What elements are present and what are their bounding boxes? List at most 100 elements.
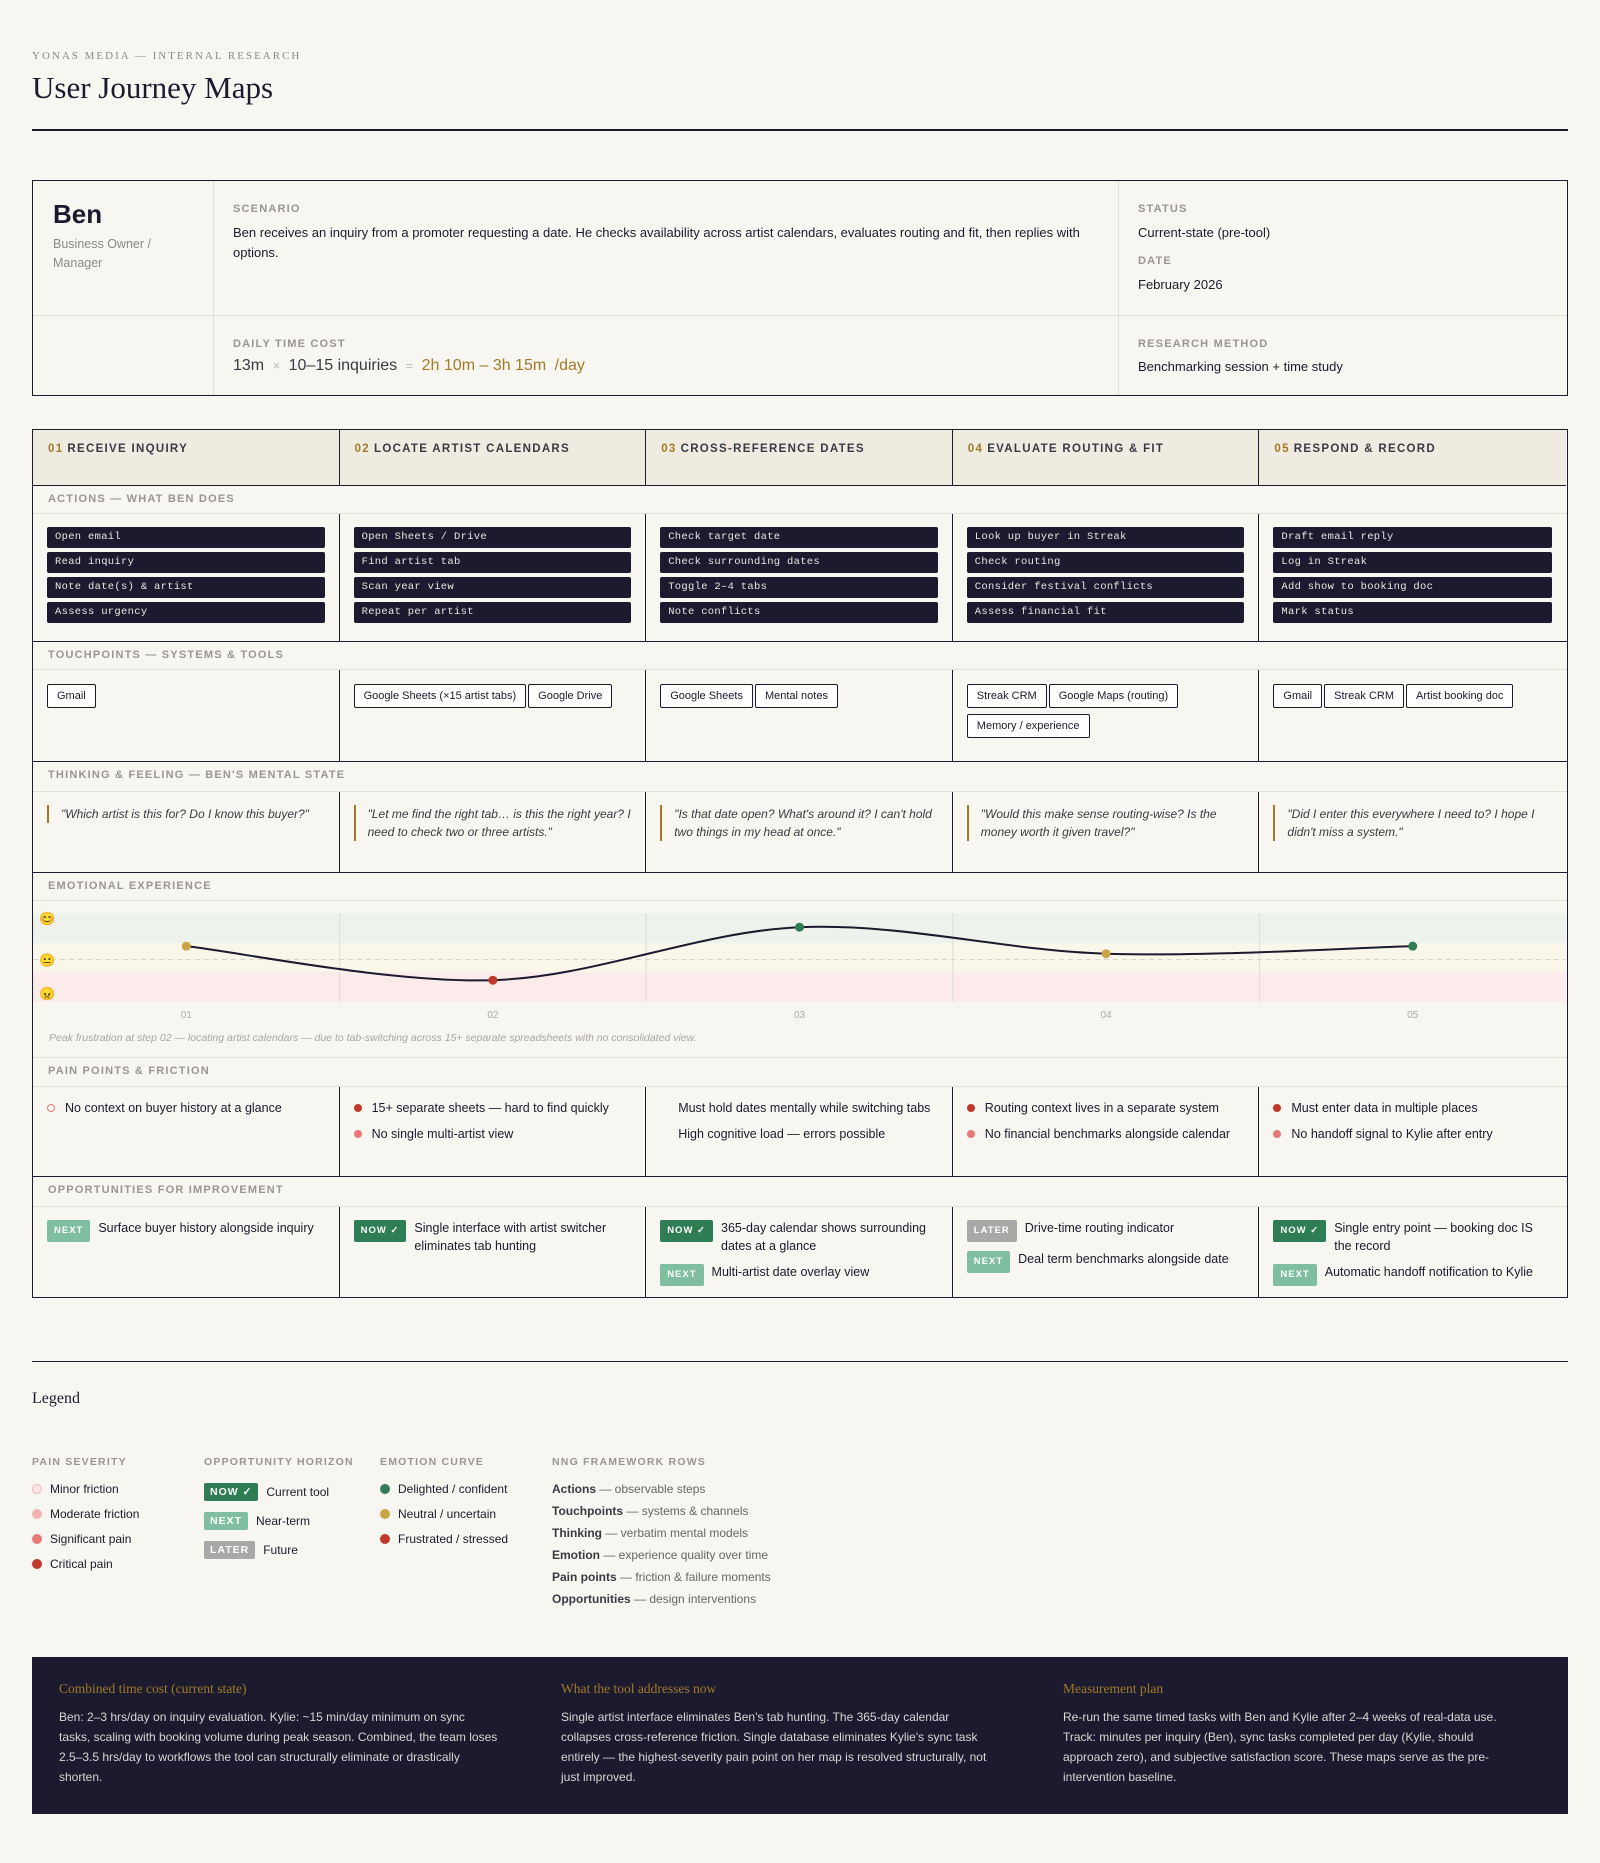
emotion-tick-label: 02 [487, 1010, 499, 1021]
pain-cell: No context on buyer history at a glance [33, 1087, 340, 1176]
legend-label: Significant pain [50, 1532, 132, 1546]
horizon-badge-now: NOW ✓ [353, 1220, 407, 1242]
touchpoint-tag: Google Maps (routing) [1048, 684, 1179, 708]
action-chip: Mark status [1273, 602, 1552, 623]
footer-column: What the tool addresses now Single artist… [561, 1681, 1001, 1787]
inquiry-count: 10–15 inquiries [288, 357, 398, 374]
pain-point: Routing context lives in a separate syst… [966, 1099, 1245, 1117]
pain-text: High cognitive load — errors possible [678, 1127, 886, 1141]
touchpoint-tag: Google Sheets [660, 684, 753, 708]
method-label: RESEARCH METHOD [1138, 338, 1269, 350]
legend-item: Pain points — friction & failure moments [552, 1570, 771, 1584]
action-chip: Open email [47, 527, 325, 548]
opportunity-text: Deal term benchmarks alongside date [1018, 1252, 1229, 1266]
emotion-point-04 [1101, 949, 1111, 959]
framework-term: Actions [552, 1482, 597, 1496]
action-chip: Scan year view [353, 577, 632, 598]
cost-unit: /day [554, 357, 585, 374]
pain-point: 15+ separate sheets — hard to find quick… [353, 1099, 632, 1117]
action-chip: Assess financial fit [966, 602, 1245, 623]
pain-point: No single multi-artist view [353, 1125, 632, 1143]
emotion-chart: 😊 😐 😠 01 02 03 04 05 Peak frustration at step 0… [33, 901, 1567, 1058]
opportunity: NOW ✓ Single entry point — booking doc IS… [1273, 1219, 1552, 1255]
legend-heading: NNG FRAMEWORK ROWS [552, 1456, 707, 1468]
touchpoints-section-label: TOUCHPOINTS — SYSTEMS & TOOLS [33, 642, 1567, 670]
footer-column: Measurement plan Re-run the same timed ta… [1063, 1681, 1503, 1787]
touchpoint-tag: Google Sheets (×15 artist tabs) [353, 684, 527, 708]
legend-label: Moderate friction [50, 1507, 140, 1521]
horizon-badge-next: NEXT [204, 1512, 249, 1530]
legend-item: Actions — observable steps [552, 1482, 771, 1496]
action-chip: Assess urgency [47, 602, 325, 623]
emotion-tick-label: 05 [1407, 1010, 1419, 1021]
touchpoint-tag: Streak CRM [966, 684, 1047, 708]
angry-face-icon: 😠 [39, 986, 55, 1001]
legend-label: Critical pain [50, 1557, 113, 1571]
opportunity-text: Surface buyer history alongside inquiry [98, 1221, 314, 1235]
opps-section-label: OPPORTUNITIES FOR IMPROVEMENT [33, 1177, 1567, 1207]
action-chip: Check routing [966, 552, 1245, 573]
legend-label: Near-term [256, 1513, 311, 1528]
step-title: RECEIVE INQUIRY [67, 443, 189, 455]
legend-item: Significant pain [32, 1532, 139, 1546]
action-chip: Check surrounding dates [660, 552, 938, 573]
emotion-point-01 [181, 941, 191, 951]
legend-item: Emotion — experience quality over time [552, 1548, 771, 1562]
framework-term: Touchpoints [552, 1504, 624, 1518]
pain-text: No handoff signal to Kylie after entry [1291, 1127, 1493, 1141]
summary-footer: Combined time cost (current state) Ben: 2… [32, 1657, 1568, 1814]
legend-label: Delighted / confident [398, 1482, 508, 1496]
actions-section-label: ACTIONS — WHAT BEN DOES [33, 486, 1567, 514]
cost-total: 2h 10m – 3h 15m [421, 357, 547, 374]
opps-cell: LATER Drive-time routing indicator NEXT Dea… [953, 1207, 1260, 1297]
touchpoint-tag: Gmail [1273, 684, 1323, 708]
pain-text: No context on buyer history at a glance [65, 1101, 282, 1115]
legend-item: Thinking — verbatim mental models [552, 1526, 771, 1540]
touchpoints-cell: Google Sheets (×15 artist tabs) Google Dr… [340, 670, 647, 761]
action-chip: Find artist tab [353, 552, 632, 573]
thinking-cell: "Would this make sense routing-wise? Is … [953, 792, 1260, 872]
opportunity: NEXT Automatic handoff notification to Ky… [1273, 1263, 1552, 1286]
critical-pain-dot-icon [1273, 1104, 1282, 1112]
thinking-quote: "Did I enter this everywhere I need to? … [1273, 805, 1552, 841]
legend-heading: PAIN SEVERITY [32, 1456, 127, 1468]
step-number: 04 [967, 443, 984, 455]
opportunity: NEXT Deal term benchmarks alongside date [966, 1250, 1245, 1273]
step-header-03: 03 CROSS-REFERENCE DATES [646, 430, 953, 486]
legend-item: Opportunities — design interventions [552, 1592, 771, 1606]
thinking-quote: "Let me find the right tab… is this the … [353, 805, 632, 841]
horizon-badge-next: NEXT [47, 1220, 91, 1242]
emotion-tick-label: 01 [181, 1010, 193, 1021]
frustrated-band [33, 972, 1566, 1002]
legend-item: Critical pain [32, 1557, 139, 1571]
pain-text: 15+ separate sheets — hard to find quick… [371, 1101, 609, 1115]
footer-title: Measurement plan [1063, 1681, 1164, 1696]
framework-term: Opportunities [552, 1592, 631, 1606]
action-chip: Log in Streak [1273, 552, 1552, 573]
framework-desc: — verbatim mental models [602, 1526, 749, 1540]
actions-cell: Look up buyer in Streak Check routing Cons… [953, 514, 1260, 641]
legend-item: Moderate friction [32, 1507, 139, 1521]
actions-cell: Check target date Check surrounding dates… [646, 514, 953, 641]
opportunity: NOW ✓ Single interface with artist switch… [353, 1219, 632, 1255]
pain-text: Routing context lives in a separate syst… [984, 1101, 1219, 1115]
pain-cell: Must enter data in multiple places No han… [1259, 1087, 1566, 1176]
thinking-cell: "Is that date open? What's around it? I … [646, 792, 953, 872]
actions-cell: Open email Read inquiry Note date(s) & art… [33, 514, 340, 641]
framework-term: Emotion [552, 1548, 600, 1562]
footer-column: Combined time cost (current state) Ben: 2… [59, 1681, 499, 1787]
emotion-curve-svg: 😊 😐 😠 01 02 03 04 05 [33, 911, 1566, 1021]
actions-cell: Open Sheets / Drive Find artist tab Scan y… [340, 514, 647, 641]
legend-col-rows: NNG FRAMEWORK ROWS Actions — observable s… [552, 1456, 771, 1614]
opps-cell: NOW ✓ Single entry point — booking doc IS… [1259, 1207, 1566, 1297]
pain-cell: 15+ separate sheets — hard to find quick… [340, 1087, 647, 1176]
opportunity-text: Single entry point — booking doc IS the … [1334, 1221, 1533, 1253]
opps-cell: NEXT Surface buyer history alongside inqu… [33, 1207, 340, 1297]
step-number: 01 [48, 443, 64, 455]
legend-item: Touchpoints — systems & channels [552, 1504, 771, 1518]
legend-label: Minor friction [50, 1482, 119, 1496]
touchpoint-tag: Memory / experience [966, 714, 1090, 738]
equals-sign: = [405, 358, 414, 373]
touchpoints-cell: Google Sheets Mental notes [646, 670, 953, 761]
opportunity-text: Automatic handoff notification to Kylie [1324, 1265, 1533, 1279]
